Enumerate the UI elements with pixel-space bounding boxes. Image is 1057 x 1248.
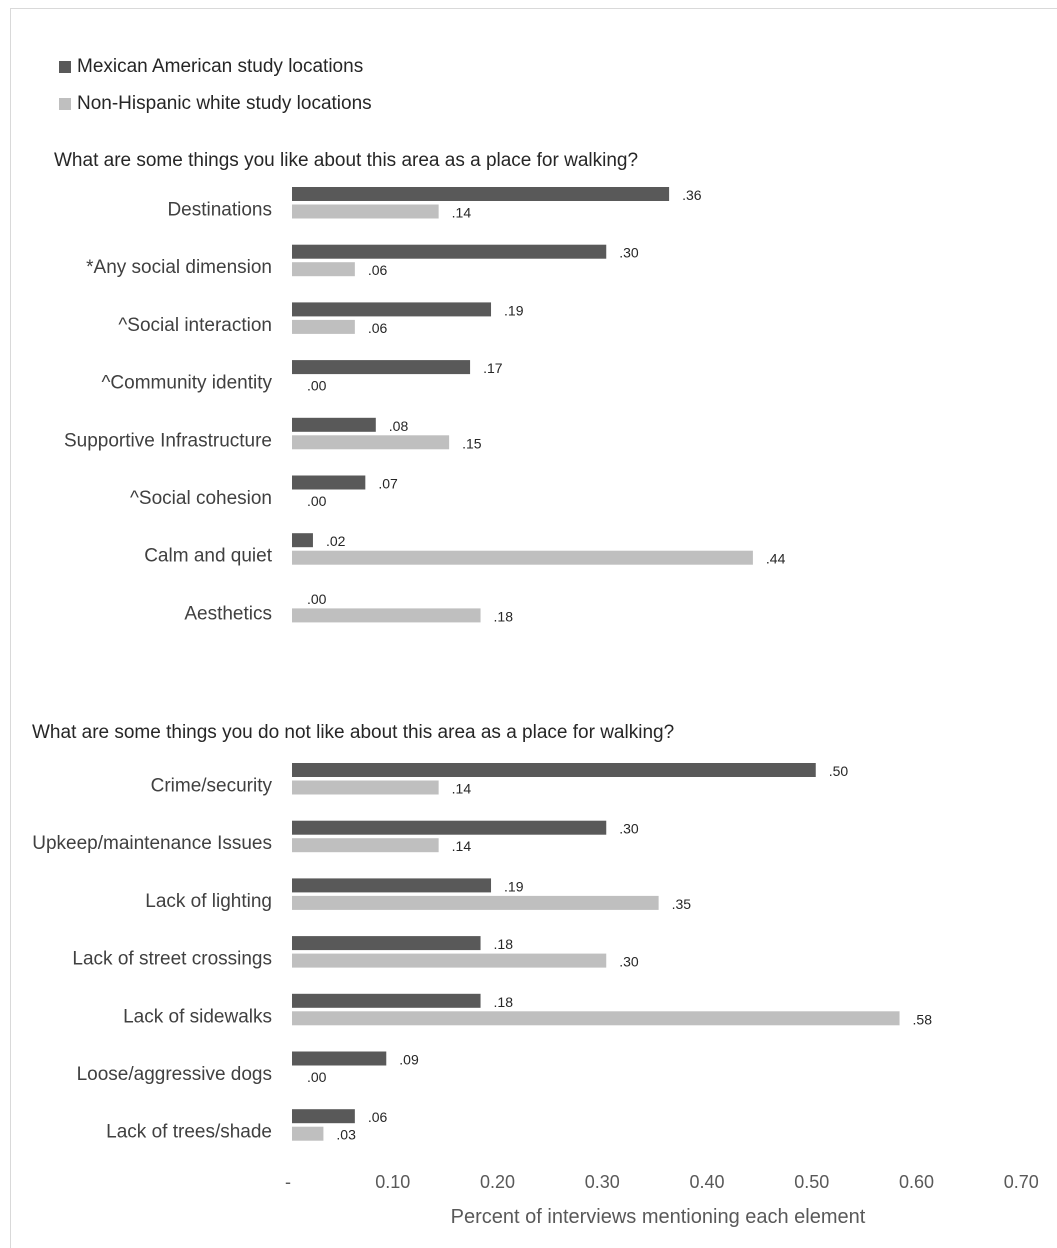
legend-swatch-mexican-american	[59, 60, 71, 73]
x-tick-label-zero: -	[285, 1172, 291, 1192]
x-tick-label-0-20: 0.20	[480, 1172, 515, 1192]
data-label-non-hispanic-white-lack-of-trees-shade: .03	[336, 1127, 356, 1143]
legend: Mexican American study locations Non-His…	[59, 48, 372, 122]
data-label-mexican-american-lack-of-sidewalks: .18	[494, 994, 514, 1010]
bar-mexican-american-community-identity	[292, 360, 471, 375]
category-label-destinations: Destinations	[167, 200, 272, 221]
bar-mexican-american-crime-security	[292, 763, 816, 777]
bar-mexican-american-lack-of-sidewalks	[292, 993, 481, 1008]
data-label-mexican-american-lack-of-lighting: .19	[504, 878, 524, 894]
bar-mexican-american-calm-and-quiet	[292, 533, 313, 548]
category-label-lack-of-lighting: Lack of lighting	[145, 891, 272, 912]
x-tick-label-0-10: 0.10	[375, 1172, 410, 1192]
data-label-mexican-american-loose-aggressive-dogs: .09	[399, 1052, 419, 1068]
data-label-non-hispanic-white-supportive-infrastructure: .15	[462, 435, 482, 451]
bar-non-hispanic-white-supportive-infrastructure	[292, 435, 450, 450]
data-label-mexican-american-lack-of-trees-shade: .06	[368, 1109, 388, 1125]
legend-item-non-hispanic-white: Non-Hispanic white study locations	[59, 85, 372, 122]
bar-mexican-american-social-interaction	[292, 302, 492, 317]
data-label-mexican-american-calm-and-quiet: .02	[326, 533, 346, 549]
data-label-mexican-american-social-interaction: .19	[504, 302, 524, 318]
bar-non-hispanic-white-lack-of-trees-shade	[292, 1126, 324, 1141]
bar-non-hispanic-white-crime-security	[292, 780, 439, 795]
x-axis-title: Percent of interviews mentioning each el…	[451, 1206, 866, 1228]
bar-mexican-american-upkeep-maintenance-issues	[292, 820, 607, 835]
bar-non-hispanic-white-calm-and-quiet	[292, 550, 753, 565]
bar-mexican-american-lack-of-street-crossings	[292, 936, 481, 951]
bar-mexican-american-supportive-infrastructure	[292, 417, 376, 432]
bar-mexican-american-social-cohesion	[292, 475, 366, 490]
panel-title-1: What are some things you like about this…	[54, 150, 638, 171]
category-label-social-cohesion: ^Social cohesion	[130, 488, 272, 509]
x-tick-label-0-70: 0.70	[1004, 1172, 1039, 1192]
x-tick-label-0-60: 0.60	[899, 1172, 934, 1192]
category-label-crime-security: Crime/security	[151, 776, 273, 797]
x-tick-label-0-50: 0.50	[794, 1172, 829, 1192]
chart-frame	[10, 8, 1057, 1248]
data-label-non-hispanic-white-aesthetics: .18	[494, 608, 514, 624]
legend-label-non-hispanic-white: Non-Hispanic white study locations	[77, 92, 372, 114]
legend-item-mexican-american: Mexican American study locations	[59, 48, 372, 85]
bar-non-hispanic-white-lack-of-sidewalks	[292, 1011, 900, 1026]
data-label-non-hispanic-white-calm-and-quiet: .44	[766, 551, 786, 567]
category-label-lack-of-sidewalks: Lack of sidewalks	[123, 1006, 272, 1027]
data-label-mexican-american-lack-of-street-crossings: .18	[494, 936, 514, 952]
data-label-non-hispanic-white-loose-aggressive-dogs: .00	[307, 1069, 327, 1085]
data-label-non-hispanic-white-lack-of-sidewalks: .58	[913, 1011, 933, 1027]
bar-non-hispanic-white-social-interaction	[292, 319, 355, 334]
category-label-upkeep-maintenance-issues: Upkeep/maintenance Issues	[32, 833, 272, 854]
data-label-mexican-american-upkeep-maintenance-issues: .30	[619, 821, 639, 837]
data-label-non-hispanic-white-crime-security: .14	[452, 781, 472, 797]
bar-mexican-american-any-social-dimension	[292, 244, 607, 259]
data-label-mexican-american-supportive-infrastructure: .08	[389, 418, 409, 434]
x-tick-label-0-40: 0.40	[689, 1172, 724, 1192]
bar-non-hispanic-white-lack-of-lighting	[292, 895, 659, 910]
bar-mexican-american-loose-aggressive-dogs	[292, 1051, 387, 1066]
bar-mexican-american-destinations	[292, 187, 670, 201]
data-label-non-hispanic-white-social-interaction: .06	[368, 320, 388, 336]
data-label-mexican-american-destinations: .36	[682, 187, 702, 203]
data-label-non-hispanic-white-upkeep-maintenance-issues: .14	[452, 838, 472, 854]
data-label-non-hispanic-white-lack-of-street-crossings: .30	[619, 954, 639, 970]
data-label-mexican-american-any-social-dimension: .30	[619, 245, 639, 261]
data-label-non-hispanic-white-community-identity: .00	[307, 378, 327, 394]
panel-title-2: What are some things you do not like abo…	[32, 722, 674, 743]
category-label-calm-and-quiet: Calm and quiet	[144, 546, 273, 567]
bar-non-hispanic-white-aesthetics	[292, 608, 481, 623]
x-tick-label-0-30: 0.30	[585, 1172, 620, 1192]
data-label-mexican-american-social-cohesion: .07	[378, 476, 398, 492]
data-label-non-hispanic-white-social-cohesion: .00	[307, 493, 327, 509]
category-label-aesthetics: Aesthetics	[184, 603, 272, 624]
category-label-lack-of-street-crossings: Lack of street crossings	[72, 949, 272, 970]
bar-non-hispanic-white-upkeep-maintenance-issues	[292, 838, 439, 853]
bar-non-hispanic-white-any-social-dimension	[292, 262, 355, 277]
bar-non-hispanic-white-destinations	[292, 204, 439, 219]
category-label-social-interaction: ^Social interaction	[118, 315, 272, 336]
data-label-mexican-american-community-identity: .17	[483, 360, 503, 376]
data-label-non-hispanic-white-lack-of-lighting: .35	[672, 896, 692, 912]
category-label-supportive-infrastructure: Supportive Infrastructure	[64, 430, 272, 451]
category-label-any-social-dimension: *Any social dimension	[86, 257, 272, 278]
category-label-loose-aggressive-dogs: Loose/aggressive dogs	[77, 1064, 272, 1085]
data-label-non-hispanic-white-any-social-dimension: .06	[368, 262, 388, 278]
category-label-community-identity: ^Community identity	[102, 373, 273, 394]
data-label-mexican-american-crime-security: .50	[829, 763, 849, 779]
data-label-non-hispanic-white-destinations: .14	[452, 205, 472, 221]
data-label-mexican-american-aesthetics: .00	[307, 591, 327, 607]
legend-swatch-non-hispanic-white	[59, 97, 71, 110]
bar-mexican-american-lack-of-lighting	[292, 878, 492, 893]
bar-non-hispanic-white-lack-of-street-crossings	[292, 953, 607, 968]
legend-label-mexican-american: Mexican American study locations	[77, 55, 364, 77]
bar-mexican-american-lack-of-trees-shade	[292, 1109, 355, 1124]
category-label-lack-of-trees-shade: Lack of trees/shade	[106, 1122, 272, 1143]
